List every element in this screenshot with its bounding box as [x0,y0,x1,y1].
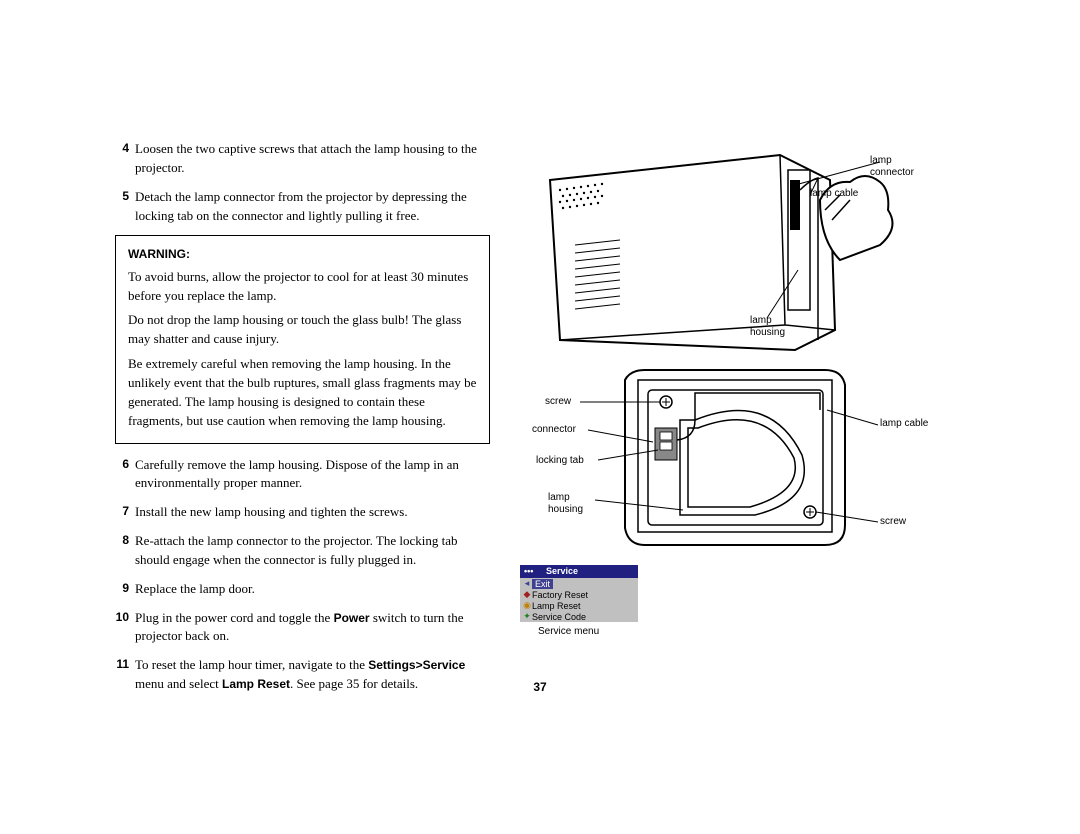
text-pre: To reset the lamp hour timer, navigate t… [135,657,368,672]
service-header-text: Service [546,566,578,576]
step-num: 4 [115,140,135,178]
diagram-bottom: screw connector locking tab lamp housing… [520,360,1020,555]
menu-item-service-code[interactable]: ✦ Service Code [520,611,638,622]
label-locking-tab: locking tab [536,455,584,467]
label-screw-left: screw [545,396,571,408]
service-menu-caption: Service menu [538,626,638,637]
warning-paragraph: Be extremely careful when removing the l… [128,355,477,430]
step-9: 9 Replace the lamp door. [115,580,490,599]
step-10: 10 Plug in the power cord and toggle the… [115,609,490,647]
label-lamp-connector: lamp connector [870,155,914,179]
warning-title: WARNING: [128,246,477,263]
menu-item-label: Exit [532,579,553,589]
service-menu-header: ••• Service [520,565,638,578]
step-num: 5 [115,188,135,226]
bulb-icon: ◉ [522,600,532,611]
step-num: 11 [115,656,135,694]
step-num: 8 [115,532,135,570]
bold-power: Power [334,611,370,625]
label-lamp-cable: lamp cable [810,188,858,200]
step-text: Re-attach the lamp connector to the proj… [135,532,490,570]
step-text: Replace the lamp door. [135,580,490,599]
step-num: 10 [115,609,135,647]
warning-paragraph: To avoid burns, allow the projector to c… [128,268,477,306]
step-num: 9 [115,580,135,599]
label-lamp-cable-right: lamp cable [880,418,928,430]
step-6: 6 Carefully remove the lamp housing. Dis… [115,456,490,494]
text-post: . See page 35 for details. [290,676,418,691]
step-8: 8 Re-attach the lamp connector to the pr… [115,532,490,570]
bold-lamp-reset: Lamp Reset [222,677,290,691]
step-text: To reset the lamp hour timer, navigate t… [135,656,490,694]
bold-settings-service: Settings>Service [368,658,465,672]
menu-item-label: Service Code [532,612,586,622]
triangle-left-icon: ◂ [522,578,532,589]
text-pre: Plug in the power cord and toggle the [135,610,334,625]
page-number: 37 [533,680,546,694]
step-num: 6 [115,456,135,494]
service-menu: ••• Service ◂ Exit ◆ Factory Reset ◉ Lam… [520,565,638,645]
step-text: Loosen the two captive screws that attac… [135,140,490,178]
menu-item-label: Factory Reset [532,590,588,600]
label-lamp-housing: lamp housing [750,315,785,339]
instruction-column: 4 Loosen the two captive screws that att… [115,140,490,704]
diagram-column: lamp connector lamp cable lamp housing [520,140,1020,704]
wrench-icon: ✦ [522,611,532,622]
step-text: Carefully remove the lamp housing. Dispo… [135,456,490,494]
warning-paragraph: Do not drop the lamp housing or touch th… [128,311,477,349]
menu-item-lamp-reset[interactable]: ◉ Lamp Reset [520,600,638,611]
menu-item-exit[interactable]: ◂ Exit [520,578,638,589]
menu-item-factory-reset[interactable]: ◆ Factory Reset [520,589,638,600]
step-4: 4 Loosen the two captive screws that att… [115,140,490,178]
text-mid: menu and select [135,676,222,691]
label-connector: connector [532,424,576,436]
projector-internal-illustration [520,360,1020,555]
label-lamp-housing-2: lamp housing [548,492,583,516]
diamond-icon: ◆ [522,589,532,600]
step-text: Detach the lamp connector from the proje… [135,188,490,226]
step-7: 7 Install the new lamp housing and tight… [115,503,490,522]
step-num: 7 [115,503,135,522]
step-text: Install the new lamp housing and tighten… [135,503,490,522]
warning-box: WARNING: To avoid burns, allow the proje… [115,235,490,443]
menu-item-label: Lamp Reset [532,601,581,611]
step-5: 5 Detach the lamp connector from the pro… [115,188,490,226]
step-text: Plug in the power cord and toggle the Po… [135,609,490,647]
step-11: 11 To reset the lamp hour timer, navigat… [115,656,490,694]
diagram-top: lamp connector lamp cable lamp housing [520,140,1020,355]
label-screw-right: screw [880,516,906,528]
